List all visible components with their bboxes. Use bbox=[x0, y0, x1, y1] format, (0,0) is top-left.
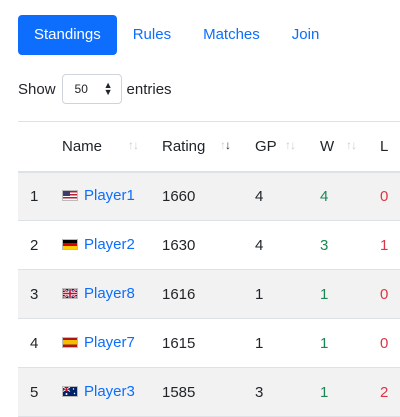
tab-rules[interactable]: Rules bbox=[132, 26, 172, 43]
name-cell: Player2 bbox=[62, 221, 162, 270]
rank-cell: 5 bbox=[30, 383, 39, 401]
player-name: Player7 bbox=[84, 334, 135, 351]
germany-flag-icon bbox=[62, 239, 78, 250]
standings-table: Name ↑↓ Rating ↑↓ GP ↑↓ W ↑↓ L 1 bbox=[18, 121, 400, 417]
rank-cell: 4 bbox=[30, 334, 39, 352]
player-link[interactable]: Player8 bbox=[62, 285, 135, 302]
losses-cell: 0 bbox=[380, 187, 389, 205]
column-header-w-label: W bbox=[320, 137, 335, 155]
player-name: Player3 bbox=[84, 383, 135, 400]
losses-cell: 2 bbox=[380, 383, 389, 401]
rating-cell: 1615 bbox=[162, 334, 196, 352]
rank-cell: 3 bbox=[30, 285, 39, 303]
australia-flag-icon bbox=[62, 386, 78, 397]
column-header-w[interactable]: W ↑↓ bbox=[320, 121, 380, 173]
gp-cell: 4 bbox=[255, 187, 264, 205]
player-link[interactable]: Player3 bbox=[62, 383, 135, 400]
select-arrows-icon: ▲ ▼ bbox=[103, 80, 113, 97]
player-link[interactable]: Player1 bbox=[62, 187, 135, 204]
tab-standings[interactable]: Standings bbox=[18, 15, 117, 55]
rating-cell: 1660 bbox=[162, 187, 196, 205]
name-cell: Player8 bbox=[62, 270, 162, 319]
rank-cell: 1 bbox=[30, 187, 39, 205]
name-cell: Player1 bbox=[62, 172, 162, 221]
losses-cell: 0 bbox=[380, 285, 389, 303]
column-header-l[interactable]: L bbox=[380, 121, 400, 173]
sort-descending-icon: ↑↓ bbox=[220, 138, 231, 152]
entries-select-value: 50 bbox=[74, 82, 88, 96]
wins-cell: 4 bbox=[320, 187, 329, 205]
player-name: Player2 bbox=[84, 236, 135, 253]
player-name: Player1 bbox=[84, 187, 135, 205]
uk-flag-icon bbox=[62, 288, 78, 299]
name-cell: Player3 bbox=[62, 368, 162, 417]
entries-label: entries bbox=[126, 80, 172, 98]
column-header-name[interactable]: Name ↑↓ bbox=[62, 121, 162, 173]
wins-cell: 1 bbox=[320, 285, 329, 303]
nav-tabs: Standings Rules Matches Join bbox=[18, 15, 335, 55]
column-header-rank bbox=[18, 121, 62, 173]
wins-cell: 3 bbox=[320, 236, 329, 254]
table-row: 2 Player2 1630 4 3 1 bbox=[18, 221, 400, 270]
column-header-gp[interactable]: GP ↑↓ bbox=[255, 121, 320, 173]
gp-cell: 3 bbox=[255, 383, 264, 401]
name-cell: Player7 bbox=[62, 319, 162, 368]
wins-cell: 1 bbox=[320, 334, 329, 352]
table-row: 3 Play bbox=[18, 269, 400, 319]
gp-cell: 1 bbox=[255, 334, 264, 352]
column-header-rating[interactable]: Rating ↑↓ bbox=[162, 121, 255, 173]
column-header-name-label: Name bbox=[62, 137, 103, 155]
table-header-row: Name ↑↓ Rating ↑↓ GP ↑↓ W ↑↓ L bbox=[18, 121, 400, 173]
losses-cell: 1 bbox=[380, 236, 389, 254]
entries-length-control: Show 50 ▲ ▼ entries bbox=[18, 74, 172, 104]
rank-cell: 2 bbox=[30, 236, 39, 254]
table-row: 4 Player7 1615 1 1 0 bbox=[18, 319, 400, 368]
spain-flag-icon bbox=[62, 337, 78, 348]
sort-both-icon: ↑↓ bbox=[285, 138, 296, 152]
gp-cell: 4 bbox=[255, 236, 264, 254]
us-flag-icon bbox=[62, 190, 78, 202]
table-row: 5 Play bbox=[18, 367, 400, 417]
tab-matches[interactable]: Matches bbox=[203, 26, 260, 43]
entries-select[interactable]: 50 ▲ ▼ bbox=[61, 74, 122, 104]
player-link[interactable]: Player7 bbox=[62, 334, 135, 351]
player-name: Player8 bbox=[84, 285, 135, 302]
column-header-l-label: L bbox=[380, 137, 389, 155]
column-header-rating-label: Rating bbox=[162, 137, 206, 155]
player-link[interactable]: Player2 bbox=[62, 236, 135, 253]
rating-cell: 1616 bbox=[162, 285, 196, 303]
sort-both-icon: ↑↓ bbox=[128, 138, 139, 152]
table-row: 1 Player1 1660 4 4 0 bbox=[18, 171, 400, 221]
sort-both-icon: ↑↓ bbox=[346, 138, 357, 152]
column-header-gp-label: GP bbox=[255, 137, 277, 155]
losses-cell: 0 bbox=[380, 334, 389, 352]
wins-cell: 1 bbox=[320, 383, 329, 401]
tab-join[interactable]: Join bbox=[291, 26, 320, 43]
show-label: Show bbox=[18, 80, 56, 98]
rating-cell: 1630 bbox=[162, 236, 196, 254]
rating-cell: 1585 bbox=[162, 383, 196, 401]
gp-cell: 1 bbox=[255, 285, 264, 303]
